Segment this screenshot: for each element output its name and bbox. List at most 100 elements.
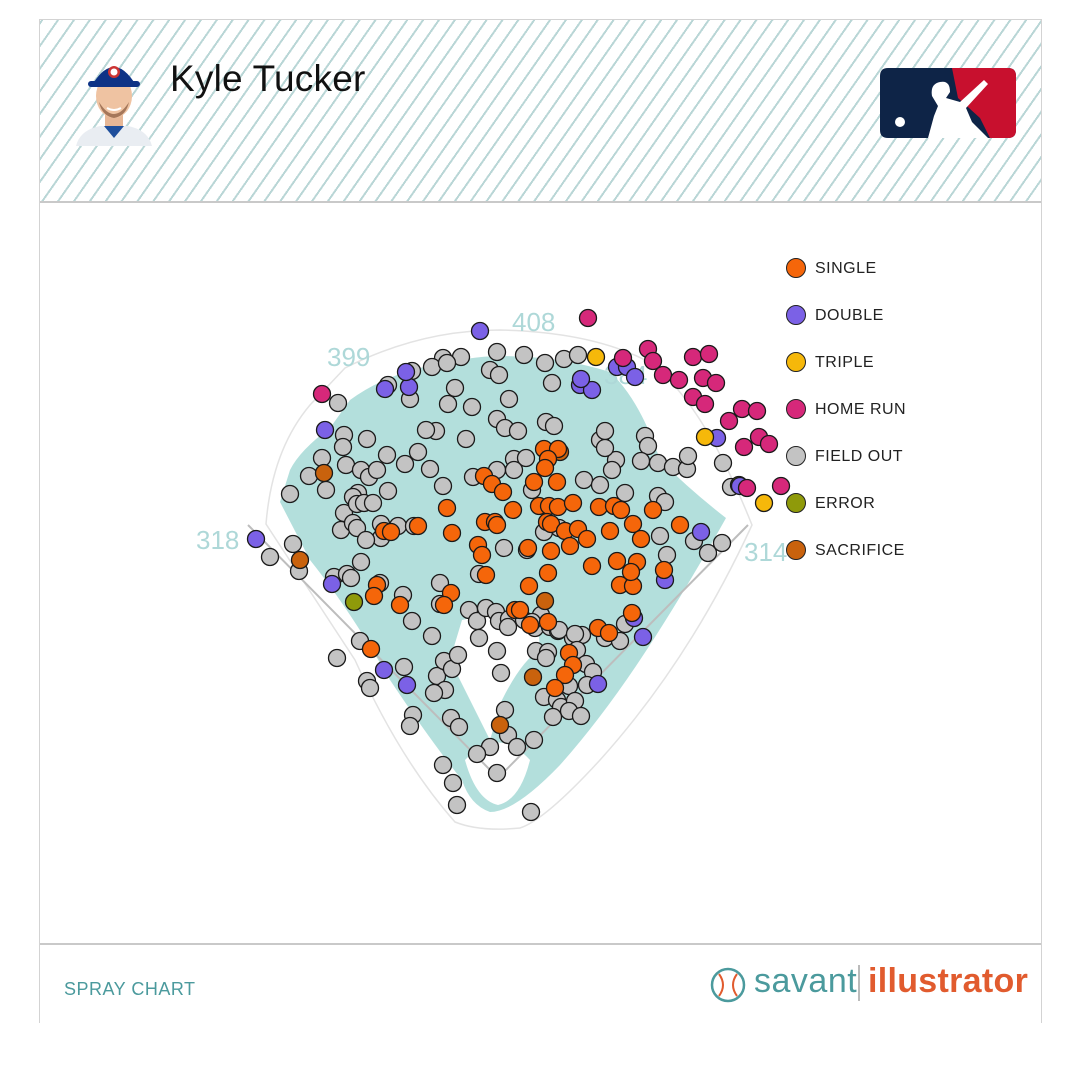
point-field-out-67 bbox=[602, 460, 622, 480]
point-field-out-122 bbox=[422, 626, 442, 646]
point-field-out-147 bbox=[424, 683, 444, 703]
point-single-6 bbox=[493, 482, 513, 502]
point-field-out-170 bbox=[521, 802, 541, 822]
point-single-40 bbox=[607, 551, 627, 571]
point-home-run-8 bbox=[699, 344, 719, 364]
point-field-out-145 bbox=[448, 645, 468, 665]
point-single-58 bbox=[538, 612, 558, 632]
mlb-logo-icon bbox=[880, 68, 1016, 138]
legend-swatch-field-out bbox=[786, 446, 806, 466]
point-single-8 bbox=[437, 498, 457, 518]
point-double-6 bbox=[571, 369, 591, 389]
point-field-out-89 bbox=[657, 545, 677, 565]
brand-divider bbox=[858, 965, 860, 1001]
point-single-48 bbox=[621, 562, 641, 582]
legend-label-field-out: FIELD OUT bbox=[815, 448, 904, 465]
point-field-out-9 bbox=[437, 353, 457, 373]
point-double-1 bbox=[375, 379, 395, 399]
legend-label-home-run: HOME RUN bbox=[815, 401, 907, 418]
point-field-out-45 bbox=[678, 446, 698, 466]
point-double-15 bbox=[322, 574, 342, 594]
point-home-run-2 bbox=[613, 348, 633, 368]
point-field-out-129 bbox=[536, 648, 556, 668]
point-single-51 bbox=[364, 586, 384, 606]
legend-label-triple: TRIPLE bbox=[815, 354, 875, 371]
point-home-run-14 bbox=[732, 399, 752, 419]
point-field-out-36 bbox=[595, 421, 615, 441]
point-field-out-141 bbox=[394, 657, 414, 677]
batted-ball-points bbox=[246, 308, 791, 822]
point-single-25 bbox=[487, 515, 507, 535]
point-field-out-165 bbox=[467, 744, 487, 764]
point-field-out-25 bbox=[377, 445, 397, 465]
distance-label-right-field: 314 bbox=[744, 537, 787, 567]
point-single-60 bbox=[599, 623, 619, 643]
point-sacrifice-5 bbox=[535, 591, 555, 611]
spray-chart-card: Kyle Tucker SPRAY CHART savant illustrat… bbox=[39, 19, 1042, 1024]
point-field-out-154 bbox=[543, 707, 563, 727]
legend-label-single: SINGLE bbox=[815, 260, 877, 277]
point-double-20 bbox=[397, 675, 417, 695]
point-field-out-168 bbox=[487, 763, 507, 783]
point-field-out-138 bbox=[327, 648, 347, 668]
point-field-out-155 bbox=[571, 706, 591, 726]
point-single-14 bbox=[563, 493, 583, 513]
point-field-out-159 bbox=[449, 717, 469, 737]
point-double-18 bbox=[633, 627, 653, 647]
point-field-out-46 bbox=[713, 453, 733, 473]
point-home-run-16 bbox=[734, 437, 754, 457]
legend-label-double: DOUBLE bbox=[815, 307, 884, 324]
point-field-out-148 bbox=[491, 663, 511, 683]
point-single-65 bbox=[545, 678, 565, 698]
point-field-out-42 bbox=[648, 453, 668, 473]
point-field-out-14 bbox=[445, 378, 465, 398]
point-field-out-26 bbox=[408, 442, 428, 462]
point-single-39 bbox=[582, 556, 602, 576]
legend-swatch-home-run bbox=[786, 399, 806, 419]
point-field-out-2 bbox=[487, 342, 507, 362]
point-field-out-91 bbox=[698, 543, 718, 563]
point-field-out-40 bbox=[638, 436, 658, 456]
point-sacrifice-4 bbox=[523, 667, 543, 687]
point-field-out-28 bbox=[416, 420, 436, 440]
player-name: Kyle Tucker bbox=[170, 58, 366, 99]
point-field-out-17 bbox=[462, 397, 482, 417]
point-single-57 bbox=[520, 615, 540, 635]
point-single-54 bbox=[434, 595, 454, 615]
point-field-out-99 bbox=[351, 552, 371, 572]
point-field-out-38 bbox=[595, 438, 615, 458]
point-field-out-163 bbox=[524, 730, 544, 750]
point-double-14 bbox=[246, 529, 266, 549]
point-single-42 bbox=[631, 529, 651, 549]
point-home-run-20 bbox=[737, 478, 757, 498]
point-field-out-58 bbox=[433, 476, 453, 496]
point-field-out-94 bbox=[283, 534, 303, 554]
point-field-out-162 bbox=[507, 737, 527, 757]
point-field-out-54 bbox=[367, 460, 387, 480]
point-home-run-1 bbox=[312, 384, 332, 404]
point-field-out-50 bbox=[280, 484, 300, 504]
distance-label-center: 408 bbox=[512, 307, 555, 337]
point-field-out-64 bbox=[504, 460, 524, 480]
point-double-13 bbox=[691, 522, 711, 542]
point-triple-2 bbox=[754, 493, 774, 513]
illustrator-wordmark: illustrator bbox=[868, 962, 1029, 1000]
point-single-33 bbox=[670, 515, 690, 535]
distance-label-left-center: 399 bbox=[327, 342, 370, 372]
point-field-out-68 bbox=[615, 483, 635, 503]
point-field-out-84 bbox=[494, 538, 514, 558]
point-single-56 bbox=[510, 600, 530, 620]
point-field-out-131 bbox=[565, 624, 585, 644]
point-single-64 bbox=[555, 665, 575, 685]
point-field-out-12 bbox=[542, 373, 562, 393]
point-field-out-123 bbox=[469, 628, 489, 648]
savant-baseball-icon bbox=[710, 967, 746, 1003]
point-field-out-21 bbox=[333, 437, 353, 457]
point-home-run-19 bbox=[771, 476, 791, 496]
point-single-43 bbox=[476, 565, 496, 585]
point-field-out-51 bbox=[316, 480, 336, 500]
point-field-out-102 bbox=[402, 611, 422, 631]
point-single-38 bbox=[560, 536, 580, 556]
point-field-out-62 bbox=[516, 448, 536, 468]
point-field-out-55 bbox=[378, 481, 398, 501]
